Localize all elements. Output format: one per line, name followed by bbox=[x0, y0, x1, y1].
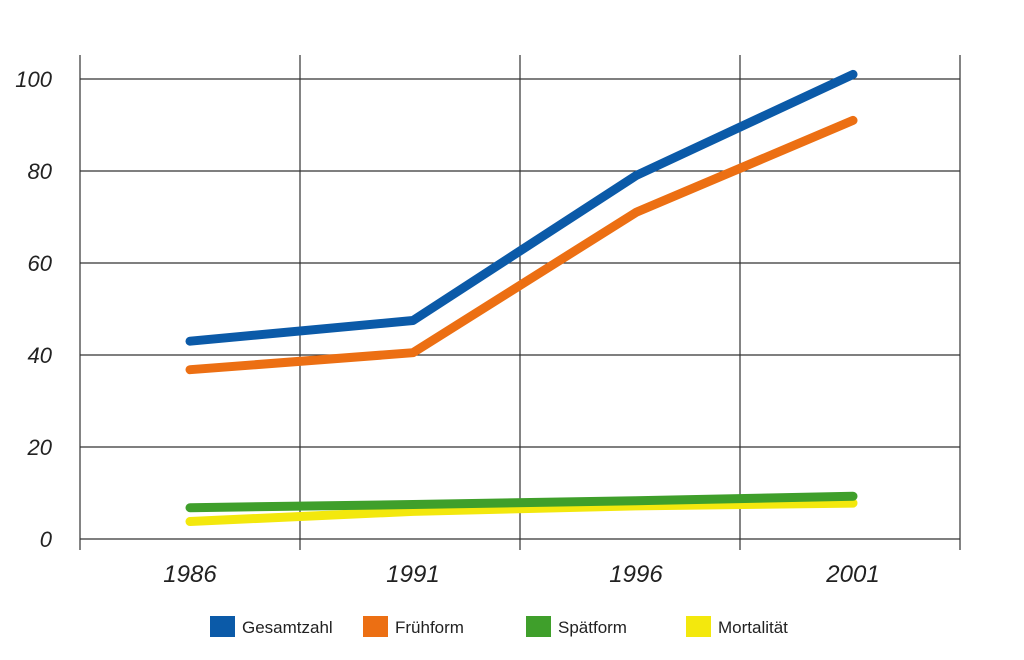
legend-item: Gesamtzahl bbox=[210, 616, 333, 637]
y-tick-label: 80 bbox=[28, 159, 53, 184]
x-axis-ticks: 1986 1991 1996 2001 bbox=[163, 561, 879, 588]
legend-swatch bbox=[686, 616, 711, 637]
legend-swatch bbox=[526, 616, 551, 637]
grid-lines bbox=[79, 55, 961, 550]
x-tick-label: 1991 bbox=[386, 561, 439, 588]
series-line-spätform bbox=[185, 491, 858, 513]
legend-swatch bbox=[363, 616, 388, 637]
x-tick-label: 1986 bbox=[163, 561, 217, 588]
y-tick-label: 60 bbox=[28, 251, 53, 276]
legend-item: Mortalität bbox=[686, 616, 788, 637]
series-lines bbox=[185, 69, 858, 526]
y-axis-ticks: 0 20 40 60 80 100 bbox=[15, 67, 52, 552]
legend-label: Mortalität bbox=[718, 618, 788, 637]
legend-label: Frühform bbox=[395, 618, 464, 637]
x-tick-label: 1996 bbox=[609, 561, 663, 588]
legend-item: Frühform bbox=[363, 616, 464, 637]
series-line-mortalität bbox=[185, 498, 858, 526]
legend: Gesamtzahl Frühform Spätform Mortalität bbox=[210, 616, 788, 637]
y-tick-label: 0 bbox=[40, 527, 53, 552]
series-line-frühform bbox=[185, 115, 858, 375]
x-tick-label: 2001 bbox=[825, 561, 879, 588]
legend-label: Gesamtzahl bbox=[242, 618, 333, 637]
series-line-gesamtzahl bbox=[185, 69, 858, 346]
y-tick-label: 100 bbox=[15, 67, 52, 92]
legend-label: Spätform bbox=[558, 618, 627, 637]
y-tick-label: 40 bbox=[28, 343, 53, 368]
legend-item: Spätform bbox=[526, 616, 627, 637]
legend-swatch bbox=[210, 616, 235, 637]
y-tick-label: 20 bbox=[27, 435, 53, 460]
